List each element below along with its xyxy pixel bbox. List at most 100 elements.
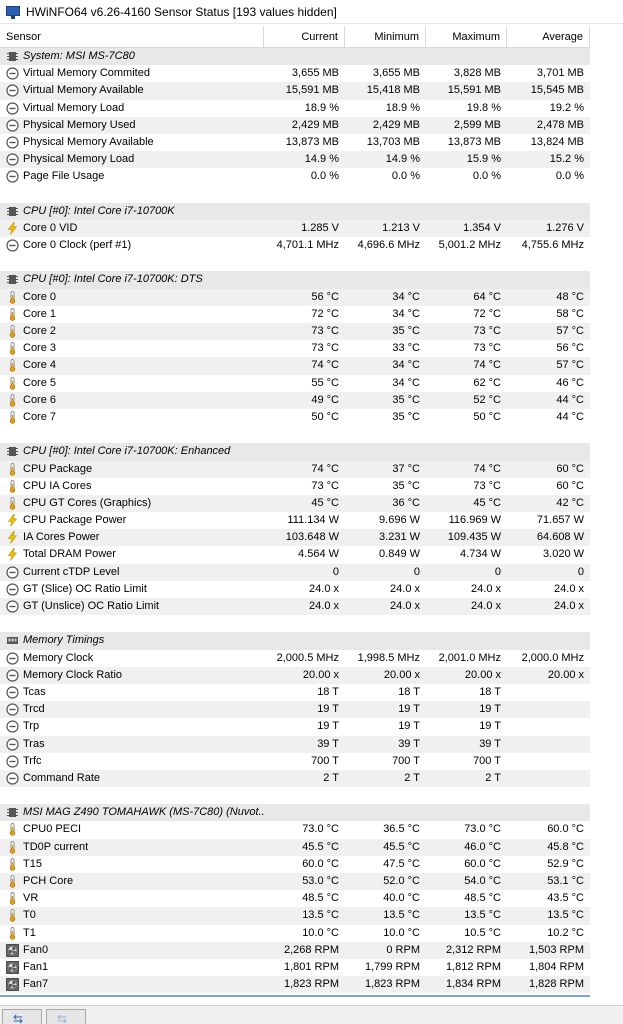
- sensor-row[interactable]: Command Rate 2 T 2 T 2 T: [0, 769, 590, 788]
- sensor-row[interactable]: Fan0 2,268 RPM 0 RPM 2,312 RPM 1,503 RPM: [0, 941, 590, 959]
- current-value: 55 °C: [311, 376, 339, 389]
- minimum-value: 36 °C: [392, 496, 420, 509]
- sensor-row[interactable]: Core 4 74 °C 34 °C 74 °C 57 °C: [0, 357, 590, 375]
- sensor-row[interactable]: Trp 19 T 19 T 19 T: [0, 718, 590, 735]
- sensor-row[interactable]: Page File Usage 0.0 % 0.0 % 0.0 % 0.0 %: [0, 168, 590, 185]
- sensor-row[interactable]: CPU Package Power 111.134 W 9.696 W 116.969…: [0, 512, 590, 529]
- sensor-name-cell: Current cTDP Level: [0, 564, 264, 581]
- current-value: 0.0 %: [310, 170, 339, 183]
- sensor-name-cell: Physical Memory Load: [0, 151, 264, 168]
- sensor-row[interactable]: Fan7 1,823 RPM 1,823 RPM 1,834 RPM 1,828 RPM: [0, 976, 590, 994]
- sensor-row[interactable]: Trfc 700 T 700 T 700 T: [0, 753, 590, 770]
- column-header-maximum[interactable]: Maximum: [426, 26, 507, 48]
- current-value: 45 °C: [311, 496, 339, 509]
- current-value: [264, 48, 345, 65]
- sensor-row[interactable]: Core 2 73 °C 35 °C 73 °C 57 °C: [0, 323, 590, 341]
- sensor-row[interactable]: T0 13.5 °C 13.5 °C 13.5 °C 13.5 °C: [0, 907, 590, 925]
- sensor-row[interactable]: IA Cores Power 103.648 W 3.231 W 109.435 W 6…: [0, 529, 590, 547]
- sensor-row[interactable]: Core 0 VID 1.285 V 1.213 V 1.354 V 1.276 V: [0, 219, 590, 238]
- sensor-row[interactable]: Core 0 56 °C 34 °C 64 °C 48 °C: [0, 288, 590, 306]
- sensor-group-row[interactable]: Memory Timings: [0, 632, 590, 650]
- sensor-row[interactable]: TD0P current 45.5 °C 45.5 °C 46.0 °C 45.8 °C: [0, 838, 590, 856]
- sensor-name: Memory Clock Ratio: [23, 668, 123, 681]
- sensor-name-cell: Fan0: [0, 942, 264, 959]
- sensor-row[interactable]: Virtual Memory Commited 3,655 MB 3,655 MB 3…: [0, 65, 590, 82]
- sensor-row[interactable]: Virtual Memory Available 15,591 MB 15,418 …: [0, 82, 590, 100]
- column-header-minimum[interactable]: Minimum: [345, 26, 426, 48]
- sensor-row[interactable]: Current cTDP Level 0 0 0 0: [0, 563, 590, 581]
- sensor-group-row[interactable]: MSI MAG Z490 TOMAHAWK (MS-7C80) (Nuvot..…: [0, 804, 590, 822]
- sensor-row[interactable]: CPU Package 74 °C 37 °C 74 °C 60 °C: [0, 460, 590, 478]
- sensor-row[interactable]: Virtual Memory Load 18.9 % 18.9 % 19.8 % 19.…: [0, 100, 590, 117]
- current-value: 24.0 x: [309, 600, 339, 612]
- average-value: [507, 770, 590, 787]
- sensor-name: T15: [23, 857, 42, 870]
- sensor-row[interactable]: Tcas 18 T 18 T 18 T: [0, 684, 590, 701]
- current-value: 73 °C: [311, 325, 339, 337]
- column-header-sensor[interactable]: Sensor: [0, 26, 264, 48]
- sensor-row[interactable]: T15 60.0 °C 47.5 °C 60.0 °C 52.9 °C: [0, 856, 590, 873]
- average-value: [507, 804, 590, 821]
- current-value: 10.0 °C: [302, 926, 339, 939]
- thermometer-icon: [6, 462, 19, 476]
- sensor-row[interactable]: T1 10.0 °C 10.0 °C 10.5 °C 10.2 °C: [0, 925, 590, 942]
- sensor-row[interactable]: Physical Memory Load 14.9 % 14.9 % 15.9 % 15…: [0, 151, 590, 169]
- sensor-row[interactable]: GT (Unslice) OC Ratio Limit 24.0 x 24.0 x 2…: [0, 598, 590, 616]
- sensor-group-row[interactable]: System: MSI MS-7C80: [0, 48, 590, 66]
- column-header-average[interactable]: Average: [507, 26, 590, 48]
- sensor-group-row[interactable]: CPU [#0]: Intel Core i7-10700K: DTS: [0, 271, 590, 289]
- column-header-current[interactable]: Current: [264, 26, 345, 48]
- sensor-row[interactable]: Tras 39 T 39 T 39 T: [0, 735, 590, 753]
- sensor-row[interactable]: Core 1 72 °C 34 °C 72 °C 58 °C: [0, 306, 590, 323]
- maximum-value: 109.435 W: [447, 531, 501, 544]
- current-value: 49 °C: [311, 393, 339, 406]
- sensor-name-cell: CPU [#0]: Intel Core i7-10700K: Enhanced: [0, 443, 264, 460]
- thermometer-icon: [6, 823, 19, 837]
- sensor-row[interactable]: Memory Clock Ratio 20.00 x 20.00 x 20.00 x 2…: [0, 666, 590, 684]
- sensor-group-row[interactable]: CPU [#0]: Intel Core i7-10700K: [0, 202, 590, 220]
- sensor-row[interactable]: Memory Clock 2,000.5 MHz 1,998.5 MHz 2,001.…: [0, 650, 590, 667]
- sensor-row[interactable]: Physical Memory Available 13,873 MB 13,703…: [0, 134, 590, 151]
- current-value: 1.285 V: [301, 221, 339, 234]
- sensor-name-cell: MSI MAG Z490 TOMAHAWK (MS-7C80) (Nuvot..…: [0, 804, 264, 821]
- maximum-value: 24.0 x: [471, 582, 501, 595]
- nav-back-button[interactable]: ⇆: [2, 1009, 42, 1024]
- sensor-row[interactable]: Fan1 1,801 RPM 1,799 RPM 1,812 RPM 1,804 RPM: [0, 959, 590, 976]
- sensor-name-cell: Physical Memory Used: [0, 117, 264, 134]
- sensor-row[interactable]: Core 3 73 °C 33 °C 73 °C 56 °C: [0, 340, 590, 357]
- sensor-row[interactable]: VR 48.5 °C 40.0 °C 48.5 °C 43.5 °C: [0, 890, 590, 907]
- clock-icon: [6, 67, 19, 80]
- sensor-name-cell: CPU Package Power: [0, 512, 264, 529]
- sensor-row[interactable]: Core 7 50 °C 35 °C 50 °C 44 °C: [0, 409, 590, 426]
- sensor-row[interactable]: Core 5 55 °C 34 °C 62 °C 46 °C: [0, 375, 590, 392]
- average-value: 64.608 W: [536, 531, 584, 544]
- sensor-name: Core 1: [23, 307, 57, 320]
- sensor-row[interactable]: CPU0 PECI 73.0 °C 36.5 °C 73.0 °C 60.0 °C: [0, 821, 590, 838]
- sensor-group-row[interactable]: CPU [#0]: Intel Core i7-10700K: Enhanced: [0, 443, 590, 461]
- sensor-row[interactable]: PCH Core 53.0 °C 52.0 °C 54.0 °C 53.1 °C: [0, 873, 590, 891]
- minimum-value: 1,799 RPM: [364, 960, 420, 973]
- current-value: 73 °C: [311, 342, 339, 355]
- sensor-row[interactable]: GT (Slice) OC Ratio Limit 24.0 x 24.0 x 24.…: [0, 581, 590, 598]
- sensor-name: Core 5: [23, 376, 57, 389]
- current-value: 4.564 W: [298, 548, 339, 561]
- sensor-row[interactable]: Core 0 Clock (perf #1) 4,701.1 MHz 4,696.6…: [0, 237, 590, 254]
- sensor-row[interactable]: CPU IA Cores 73 °C 35 °C 73 °C 60 °C: [0, 478, 590, 495]
- current-value: 19 T: [317, 703, 339, 716]
- sensor-row[interactable]: CPU GT Cores (Graphics) 45 °C 36 °C 45 °C 42…: [0, 494, 590, 513]
- sensor-row[interactable]: Total DRAM Power 4.564 W 0.849 W 4.734 W 3.0…: [0, 546, 590, 563]
- sensor-name: VR: [23, 892, 39, 905]
- sensor-name-cell: Fan7: [0, 976, 264, 993]
- sensor-name: T1: [23, 926, 36, 939]
- average-value: 1,503 RPM: [528, 943, 584, 956]
- sensor-row[interactable]: Physical Memory Used 2,429 MB 2,429 MB 2,59…: [0, 116, 590, 134]
- minimum-value: 2 T: [404, 771, 420, 784]
- sensor-row[interactable]: Core 6 49 °C 35 °C 52 °C 44 °C: [0, 391, 590, 409]
- minimum-value: 0.849 W: [379, 548, 420, 561]
- current-value: 72 °C: [311, 307, 339, 320]
- current-value: 700 T: [311, 754, 339, 767]
- nav-next-button[interactable]: ⇆: [46, 1009, 86, 1024]
- maximum-value: [426, 48, 507, 65]
- maximum-value: 60.0 °C: [464, 857, 501, 870]
- sensor-row[interactable]: Trcd 19 T 19 T 19 T: [0, 701, 590, 719]
